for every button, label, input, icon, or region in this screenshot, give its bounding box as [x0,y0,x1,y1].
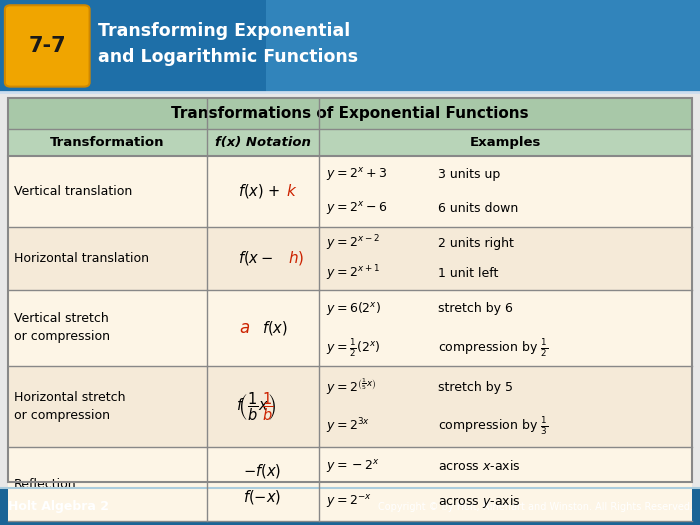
Text: Transformations of Exponential Functions: Transformations of Exponential Functions [172,106,528,121]
Text: $h)$: $h)$ [288,249,304,267]
Text: $y = 2^x + 3$: $y = 2^x + 3$ [326,166,386,183]
Text: stretch by 5: stretch by 5 [438,381,512,394]
Bar [8,366,692,447]
Bar [8,98,692,129]
Text: $y = 6(2^x)$: $y = 6(2^x)$ [326,300,381,317]
Text: $y = \frac{1}{2}(2^x)$: $y = \frac{1}{2}(2^x)$ [326,337,380,359]
Bar [8,98,692,482]
Text: Examples: Examples [470,136,540,149]
Text: Horizontal translation: Horizontal translation [14,252,149,265]
Text: across $x$-axis: across $x$-axis [438,459,520,474]
Bar [0,488,700,525]
Text: compression by $\frac{1}{2}$: compression by $\frac{1}{2}$ [438,337,548,359]
Text: $y = 2^{3x}$: $y = 2^{3x}$ [326,416,370,436]
Text: across $y$-axis: across $y$-axis [438,493,520,510]
Text: f(x) Notation: f(x) Notation [215,136,310,149]
Text: $y = 2^{-x}$: $y = 2^{-x}$ [326,493,371,510]
Text: $y = 2^{\left(\frac{1}{5}x\right)}$: $y = 2^{\left(\frac{1}{5}x\right)}$ [326,377,376,397]
Text: Vertical stretch
or compression: Vertical stretch or compression [14,312,110,343]
Text: 2 units right: 2 units right [438,237,513,250]
Text: $\mathit{k}$: $\mathit{k}$ [286,183,297,200]
Bar [8,290,692,366]
Text: Reflection: Reflection [14,478,76,490]
Text: Copyright © by Holt, Rinehart and Winston. All Rights Reserved.: Copyright © by Holt, Rinehart and Winsto… [378,501,693,512]
Text: $f(x)$ $+$: $f(x)$ $+$ [238,182,280,201]
Text: $f\!\left(\dfrac{1}{b}x\right)$: $f\!\left(\dfrac{1}{b}x\right)$ [236,390,275,423]
Text: $y = -2^x$: $y = -2^x$ [326,458,379,475]
Bar [8,447,692,521]
Text: 6 units down: 6 units down [438,202,518,215]
Text: $f(x - $: $f(x - $ [238,249,273,267]
Bar [8,227,692,290]
Text: $\dfrac{1}{b}$: $\dfrac{1}{b}$ [262,390,274,423]
Text: 7-7: 7-7 [29,36,66,56]
Text: $y = 2^x - 6$: $y = 2^x - 6$ [326,200,386,217]
Bar [266,0,700,92]
Text: $y = 2^{x+1}$: $y = 2^{x+1}$ [326,264,379,283]
Text: Holt Algebra 2: Holt Algebra 2 [8,500,109,513]
Text: $y = 2^{x-2}$: $y = 2^{x-2}$ [326,234,379,253]
Text: $f(-x)$: $f(-x)$ [244,488,281,506]
Text: 3 units up: 3 units up [438,168,500,181]
Text: and Logarithmic Functions: and Logarithmic Functions [98,48,358,67]
Text: Transforming Exponential: Transforming Exponential [98,22,350,40]
Bar [8,129,692,156]
Text: Transformation: Transformation [50,136,164,149]
FancyBboxPatch shape [5,5,90,87]
Text: 1 unit left: 1 unit left [438,267,498,280]
Text: $f(x)$: $f(x)$ [262,319,288,337]
Bar [0,0,700,92]
Text: $-f(x)$: $-f(x)$ [244,462,281,480]
Bar [8,98,692,482]
Text: $a$: $a$ [239,319,251,337]
Bar [8,156,692,227]
Text: Horizontal stretch
or compression: Horizontal stretch or compression [14,391,125,422]
Text: stretch by 6: stretch by 6 [438,301,512,314]
Text: compression by $\frac{1}{3}$: compression by $\frac{1}{3}$ [438,415,548,437]
Text: Vertical translation: Vertical translation [14,185,132,198]
